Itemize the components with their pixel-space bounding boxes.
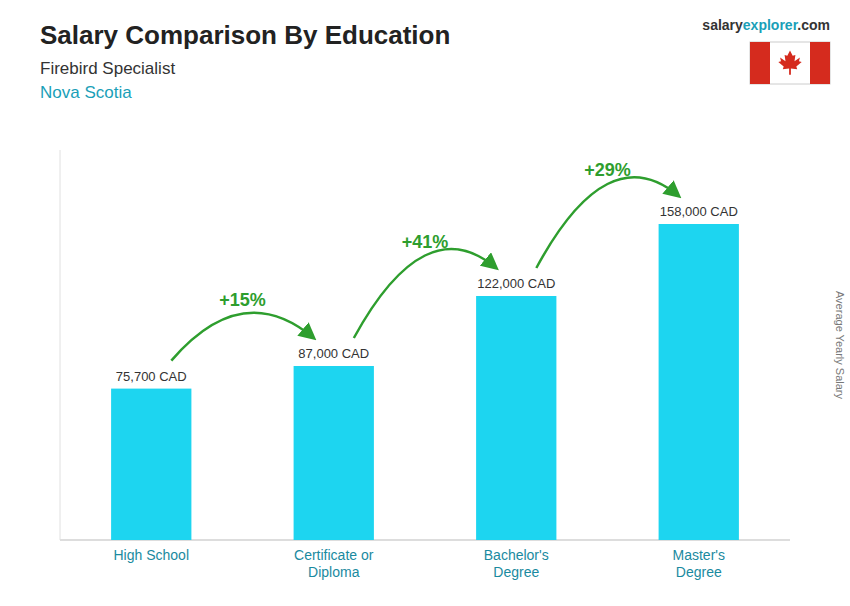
x-tick-label-line: Degree bbox=[676, 564, 722, 580]
data-label: 122,000 CAD bbox=[477, 276, 555, 291]
flag-band bbox=[810, 42, 830, 84]
website: salaryexplorer.com bbox=[702, 17, 830, 33]
growth-arrow bbox=[171, 313, 313, 361]
growth-label: +15% bbox=[219, 290, 266, 310]
flag-field bbox=[750, 42, 830, 84]
growth-arrow bbox=[354, 249, 496, 338]
data-label: 75,700 CAD bbox=[116, 369, 187, 384]
bar bbox=[111, 389, 191, 540]
x-tick-label: Master'sDegree bbox=[673, 547, 725, 580]
x-tick-label: Bachelor'sDegree bbox=[484, 547, 549, 580]
y-axis-label: Average Yearly Salary bbox=[834, 291, 846, 400]
x-tick-label: High School bbox=[114, 547, 190, 563]
website-part: salary bbox=[702, 17, 743, 33]
x-tick-label-line: Master's bbox=[673, 547, 725, 563]
location: Nova Scotia bbox=[40, 83, 132, 102]
subtitle: Firebird Specialist bbox=[40, 59, 175, 78]
x-tick-label-line: Bachelor's bbox=[484, 547, 549, 563]
x-tick-label-line: Degree bbox=[493, 564, 539, 580]
data-label: 87,000 CAD bbox=[298, 346, 369, 361]
x-tick-label: Certificate orDiploma bbox=[294, 547, 374, 580]
data-label: 158,000 CAD bbox=[660, 204, 738, 219]
bar bbox=[476, 296, 556, 540]
growth-arrow bbox=[536, 177, 678, 268]
flag-band bbox=[750, 42, 770, 84]
website-part: explorer bbox=[743, 17, 799, 33]
website-part: .com bbox=[797, 17, 830, 33]
growth-label: +29% bbox=[584, 160, 631, 180]
flag-leaf bbox=[778, 50, 801, 74]
growth-label: +41% bbox=[402, 232, 449, 252]
x-tick-label-line: Certificate or bbox=[294, 547, 374, 563]
x-tick-label-line: High School bbox=[114, 547, 190, 563]
chart: Salary Comparison By Education Firebird S… bbox=[0, 0, 850, 606]
y-axis-line bbox=[60, 150, 61, 540]
title: Salary Comparison By Education bbox=[40, 20, 450, 50]
x-tick-label-line: Diploma bbox=[308, 564, 360, 580]
bars bbox=[111, 224, 739, 540]
flag bbox=[750, 42, 830, 84]
bar bbox=[659, 224, 739, 540]
bar bbox=[294, 366, 374, 540]
